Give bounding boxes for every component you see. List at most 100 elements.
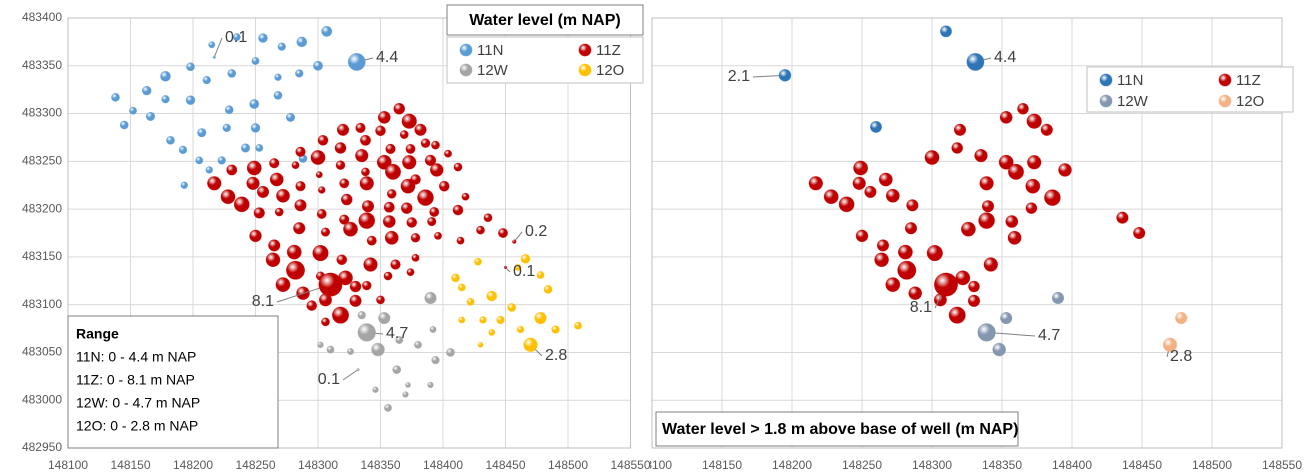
bubble bbox=[382, 215, 396, 228]
bubble bbox=[853, 160, 869, 176]
bubble bbox=[395, 336, 404, 344]
x-tick-label: 148300 bbox=[298, 458, 338, 472]
bubble bbox=[317, 341, 324, 348]
bubble bbox=[376, 295, 385, 305]
x-tick-label: 148500 bbox=[548, 458, 588, 472]
bubble bbox=[220, 189, 236, 205]
bubble bbox=[217, 156, 226, 165]
x-tick-label: 148250 bbox=[235, 458, 275, 472]
bubble bbox=[316, 208, 327, 219]
bubble bbox=[486, 290, 498, 302]
bubble bbox=[808, 176, 823, 191]
bubble bbox=[429, 326, 437, 333]
bubble bbox=[897, 244, 913, 260]
bubble bbox=[434, 231, 442, 240]
bubble bbox=[778, 69, 792, 82]
bubble bbox=[293, 222, 306, 235]
legend-label: 12W bbox=[1117, 93, 1149, 110]
bubble bbox=[516, 325, 525, 334]
bubble bbox=[998, 154, 1014, 170]
bubble bbox=[427, 381, 434, 389]
bubble bbox=[386, 189, 397, 199]
bubble bbox=[461, 192, 470, 201]
annotation-leader bbox=[342, 369, 358, 381]
bubble bbox=[999, 110, 1013, 124]
annotation-label: 0.1 bbox=[513, 263, 535, 280]
range-line: 11Z: 0 - 8.1 m NAP bbox=[76, 372, 195, 388]
bubble bbox=[286, 260, 305, 280]
bubble bbox=[908, 286, 922, 300]
bubble bbox=[405, 143, 416, 154]
bubble bbox=[265, 252, 281, 268]
legend-label: 12O bbox=[1236, 93, 1264, 110]
bubble bbox=[355, 122, 366, 134]
legend-label: 11N bbox=[1117, 72, 1143, 89]
bubble bbox=[334, 142, 347, 154]
bubble bbox=[1025, 202, 1038, 214]
bubble bbox=[885, 277, 901, 293]
bubble bbox=[992, 342, 1006, 357]
annotation-label: 2.8 bbox=[545, 347, 567, 364]
annotation-leader bbox=[364, 57, 374, 61]
bubble bbox=[974, 148, 988, 163]
bubble bbox=[208, 41, 216, 49]
bubble bbox=[178, 145, 188, 155]
annotation-leader bbox=[535, 349, 543, 357]
bubble bbox=[457, 283, 466, 292]
bubble bbox=[331, 306, 349, 324]
bubble bbox=[402, 391, 409, 398]
bubble bbox=[874, 252, 889, 268]
bubble bbox=[414, 123, 427, 136]
bubble bbox=[399, 130, 409, 139]
bubble bbox=[366, 235, 377, 246]
bubble bbox=[479, 316, 487, 324]
bubble bbox=[410, 232, 421, 243]
bubble bbox=[551, 325, 560, 334]
bubble bbox=[451, 273, 460, 283]
bubble bbox=[246, 176, 260, 190]
bubble bbox=[406, 268, 415, 277]
bubble bbox=[385, 163, 401, 180]
bubble bbox=[232, 33, 241, 42]
x-tick-label: 148150 bbox=[110, 458, 150, 472]
bubble bbox=[420, 138, 431, 148]
bubble bbox=[870, 120, 882, 133]
bubble bbox=[119, 120, 129, 130]
annotation-leader bbox=[752, 75, 780, 78]
bubble bbox=[456, 236, 465, 245]
bubble bbox=[336, 123, 350, 136]
bubble bbox=[400, 178, 416, 194]
annotation-label: 0.1 bbox=[225, 29, 247, 46]
annotation-label: 8.1 bbox=[910, 299, 932, 316]
bubble bbox=[310, 150, 326, 165]
bubble bbox=[414, 340, 422, 349]
bubble bbox=[315, 171, 323, 179]
legend-swatch bbox=[578, 63, 592, 77]
bubble bbox=[318, 293, 333, 307]
bubble bbox=[402, 155, 417, 170]
bubble bbox=[446, 348, 455, 357]
y-tick-label: 483250 bbox=[22, 154, 62, 168]
bubble bbox=[339, 214, 350, 225]
bubble bbox=[274, 73, 282, 81]
bubble bbox=[953, 123, 967, 136]
bubble bbox=[361, 280, 372, 291]
legend-label: 11Z bbox=[1236, 72, 1261, 89]
bubble bbox=[852, 176, 866, 190]
bubble bbox=[312, 244, 329, 262]
annotation-label: 2.1 bbox=[728, 68, 750, 85]
bubble bbox=[488, 328, 496, 336]
bubble bbox=[864, 185, 877, 199]
bubble bbox=[360, 134, 371, 146]
x-tick-label: 148350 bbox=[360, 458, 400, 472]
bubble bbox=[250, 123, 261, 133]
bubble bbox=[375, 125, 386, 137]
x-tick-label: 148300 bbox=[912, 458, 952, 472]
y-tick-label: 482950 bbox=[22, 440, 62, 454]
bubble bbox=[438, 180, 450, 192]
bubble bbox=[377, 110, 391, 124]
bubble bbox=[885, 188, 900, 203]
bubble bbox=[291, 161, 300, 170]
y-tick-label: 483050 bbox=[22, 345, 62, 359]
bubble bbox=[411, 253, 420, 262]
